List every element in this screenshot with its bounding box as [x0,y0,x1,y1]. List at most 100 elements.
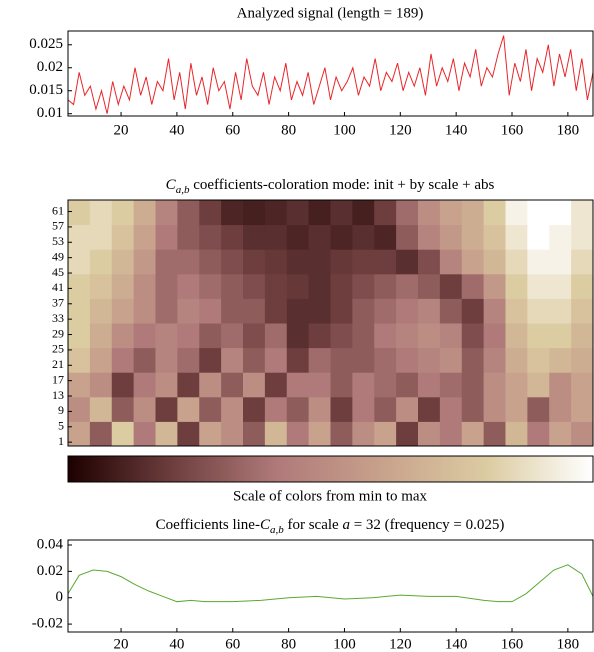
x-tick-label: 180 [557,122,580,138]
heat-cell [527,421,550,447]
title-part: a,b [176,184,190,196]
heat-cell [264,200,288,226]
heat-cell [571,347,594,373]
heat-cell [286,273,310,299]
heat-cell [111,396,135,422]
data-line [67,564,594,603]
heat-cell [352,421,375,447]
y-tick-label: 1 [58,434,64,448]
heat-cell [418,347,441,373]
heat-cell [89,298,113,324]
heat-cell [221,347,244,373]
heat-cell [505,347,528,373]
heat-cell [483,298,506,324]
heat-cell [177,200,200,226]
heat-cell [505,224,528,250]
heat-cell [133,396,156,422]
y-tick-label: 0.01 [37,105,63,121]
heat-cell [549,323,572,349]
heat-cell [549,421,572,447]
heat-cell [330,273,353,299]
heat-cell [68,273,91,299]
heat-cell [221,396,244,422]
y-tick-label: 33 [52,311,64,325]
heat-cell [374,249,397,275]
y-tick-label: 0 [56,589,64,605]
heat-cell [286,323,310,349]
y-tick-label: 25 [52,342,64,356]
heat-cell [352,298,375,324]
heat-cell [199,421,222,447]
heat-cell [111,372,135,398]
y-tick-label: 61 [52,203,64,217]
heat-cell [483,372,506,398]
heat-cell [111,200,135,226]
heatmap-title: Ca,b coefficients-coloration mode: init … [166,177,495,195]
heat-cell [286,372,310,398]
heat-cell [374,298,397,324]
title-part: C [166,177,177,193]
heat-cell [221,323,244,349]
heat-cell [155,298,178,324]
heat-cell [418,224,441,250]
heat-cell [374,347,397,373]
heat-cell [396,200,419,226]
x-tick-label: 180 [557,636,580,652]
heat-cell [374,323,397,349]
heat-cell [264,298,288,324]
x-tick-label: 80 [281,122,296,138]
heat-cell [439,396,463,422]
heat-cell [483,273,506,299]
heat-cell [155,200,178,226]
heat-cell [549,396,572,422]
heat-cell [396,298,419,324]
y-tick-label: 9 [58,403,64,417]
heat-cell [308,396,331,422]
heat-cell [439,347,463,373]
heat-cell [527,200,550,226]
heat-cell [177,249,200,275]
heat-cell [89,224,113,250]
heat-cell [264,273,288,299]
heat-cell [221,298,244,324]
heat-cell [264,224,288,250]
x-tick-label: 40 [169,636,184,652]
heat-cell [221,200,244,226]
y-tick-label: 41 [52,280,64,294]
heat-cell [199,396,222,422]
heat-cell [352,347,375,373]
heat-cell [549,273,572,299]
heat-cell [243,200,266,226]
heat-cell [308,347,331,373]
heat-cell [308,224,331,250]
heat-cell [527,249,550,275]
heat-cell [308,372,331,398]
y-tick-label: 13 [52,388,64,402]
x-tick-label: 120 [389,122,412,138]
heat-cell [461,298,485,324]
heat-cell [221,372,244,398]
heat-cell [111,347,135,373]
heat-cell [68,421,91,447]
heat-cell [68,200,91,226]
heat-cell [549,249,572,275]
heat-cell [330,298,353,324]
heat-cell [461,347,485,373]
heat-cell [199,372,222,398]
heat-cell [461,224,485,250]
heat-cell [571,298,594,324]
heat-cell [308,298,331,324]
heat-cell [418,200,441,226]
heat-cell [483,347,506,373]
heat-cell [527,323,550,349]
heat-cell [527,224,550,250]
heat-cell [199,249,222,275]
x-tick-label: 100 [333,636,356,652]
heat-cell [155,323,178,349]
heat-cell [483,396,506,422]
heat-cell [177,372,200,398]
heat-cell [177,396,200,422]
heat-cell [571,249,594,275]
heat-cell [68,396,91,422]
heat-cell [439,298,463,324]
